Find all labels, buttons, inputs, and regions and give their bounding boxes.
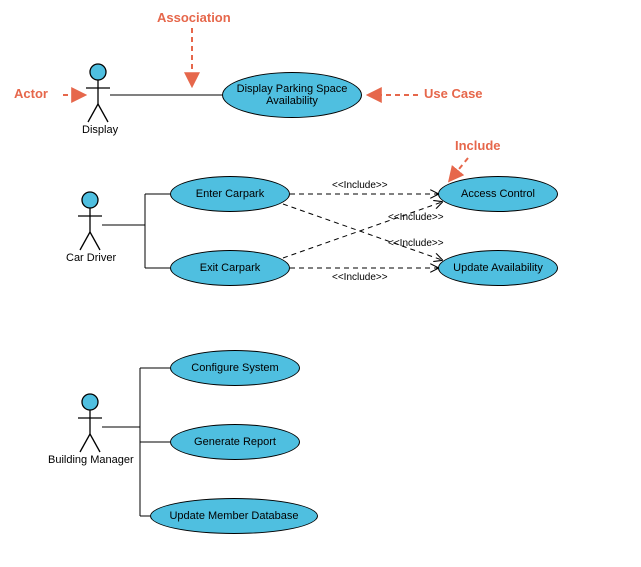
incl-exit-access — [283, 202, 442, 258]
annotation-association: Association — [157, 10, 231, 25]
incl-label-3: <<Include>> — [388, 238, 444, 249]
actor-cardriver-label: Car Driver — [66, 252, 116, 264]
uc-generate-report: Generate Report — [170, 424, 300, 460]
annotation-actor: Actor — [14, 86, 48, 101]
uc-exit-carpark: Exit Carpark — [170, 250, 290, 286]
uc-configure-system: Configure System — [170, 350, 300, 386]
uc-configure-system-label: Configure System — [191, 362, 278, 374]
incl-label-4: <<Include>> — [332, 272, 388, 283]
uc-access-control-label: Access Control — [461, 188, 535, 200]
uc-generate-report-label: Generate Report — [194, 436, 276, 448]
uc-enter-carpark-label: Enter Carpark — [196, 188, 264, 200]
uc-enter-carpark: Enter Carpark — [170, 176, 290, 212]
uc-update-availability-label: Update Availability — [453, 262, 543, 274]
incl-label-1: <<Include>> — [332, 180, 388, 191]
actor-buildingmanager-label: Building Manager — [48, 454, 134, 466]
incl-label-2: <<Include>> — [388, 212, 444, 223]
uc-display-parking-label: Display Parking Space Availability — [229, 83, 355, 107]
actor-cardriver-figure — [78, 192, 102, 250]
uc-display-parking: Display Parking Space Availability — [222, 72, 362, 118]
actor-buildingmanager-figure — [78, 394, 102, 452]
arrow-include — [450, 158, 468, 180]
uc-update-member-db-label: Update Member Database — [169, 510, 298, 522]
uc-update-availability: Update Availability — [438, 250, 558, 286]
uc-update-member-db: Update Member Database — [150, 498, 318, 534]
uc-access-control: Access Control — [438, 176, 558, 212]
annotation-usecase: Use Case — [424, 86, 483, 101]
actor-display-figure — [86, 64, 110, 122]
actor-display-label: Display — [82, 124, 118, 136]
assoc-bm-fork — [102, 368, 170, 516]
uc-exit-carpark-label: Exit Carpark — [200, 262, 261, 274]
annotation-include: Include — [455, 138, 501, 153]
